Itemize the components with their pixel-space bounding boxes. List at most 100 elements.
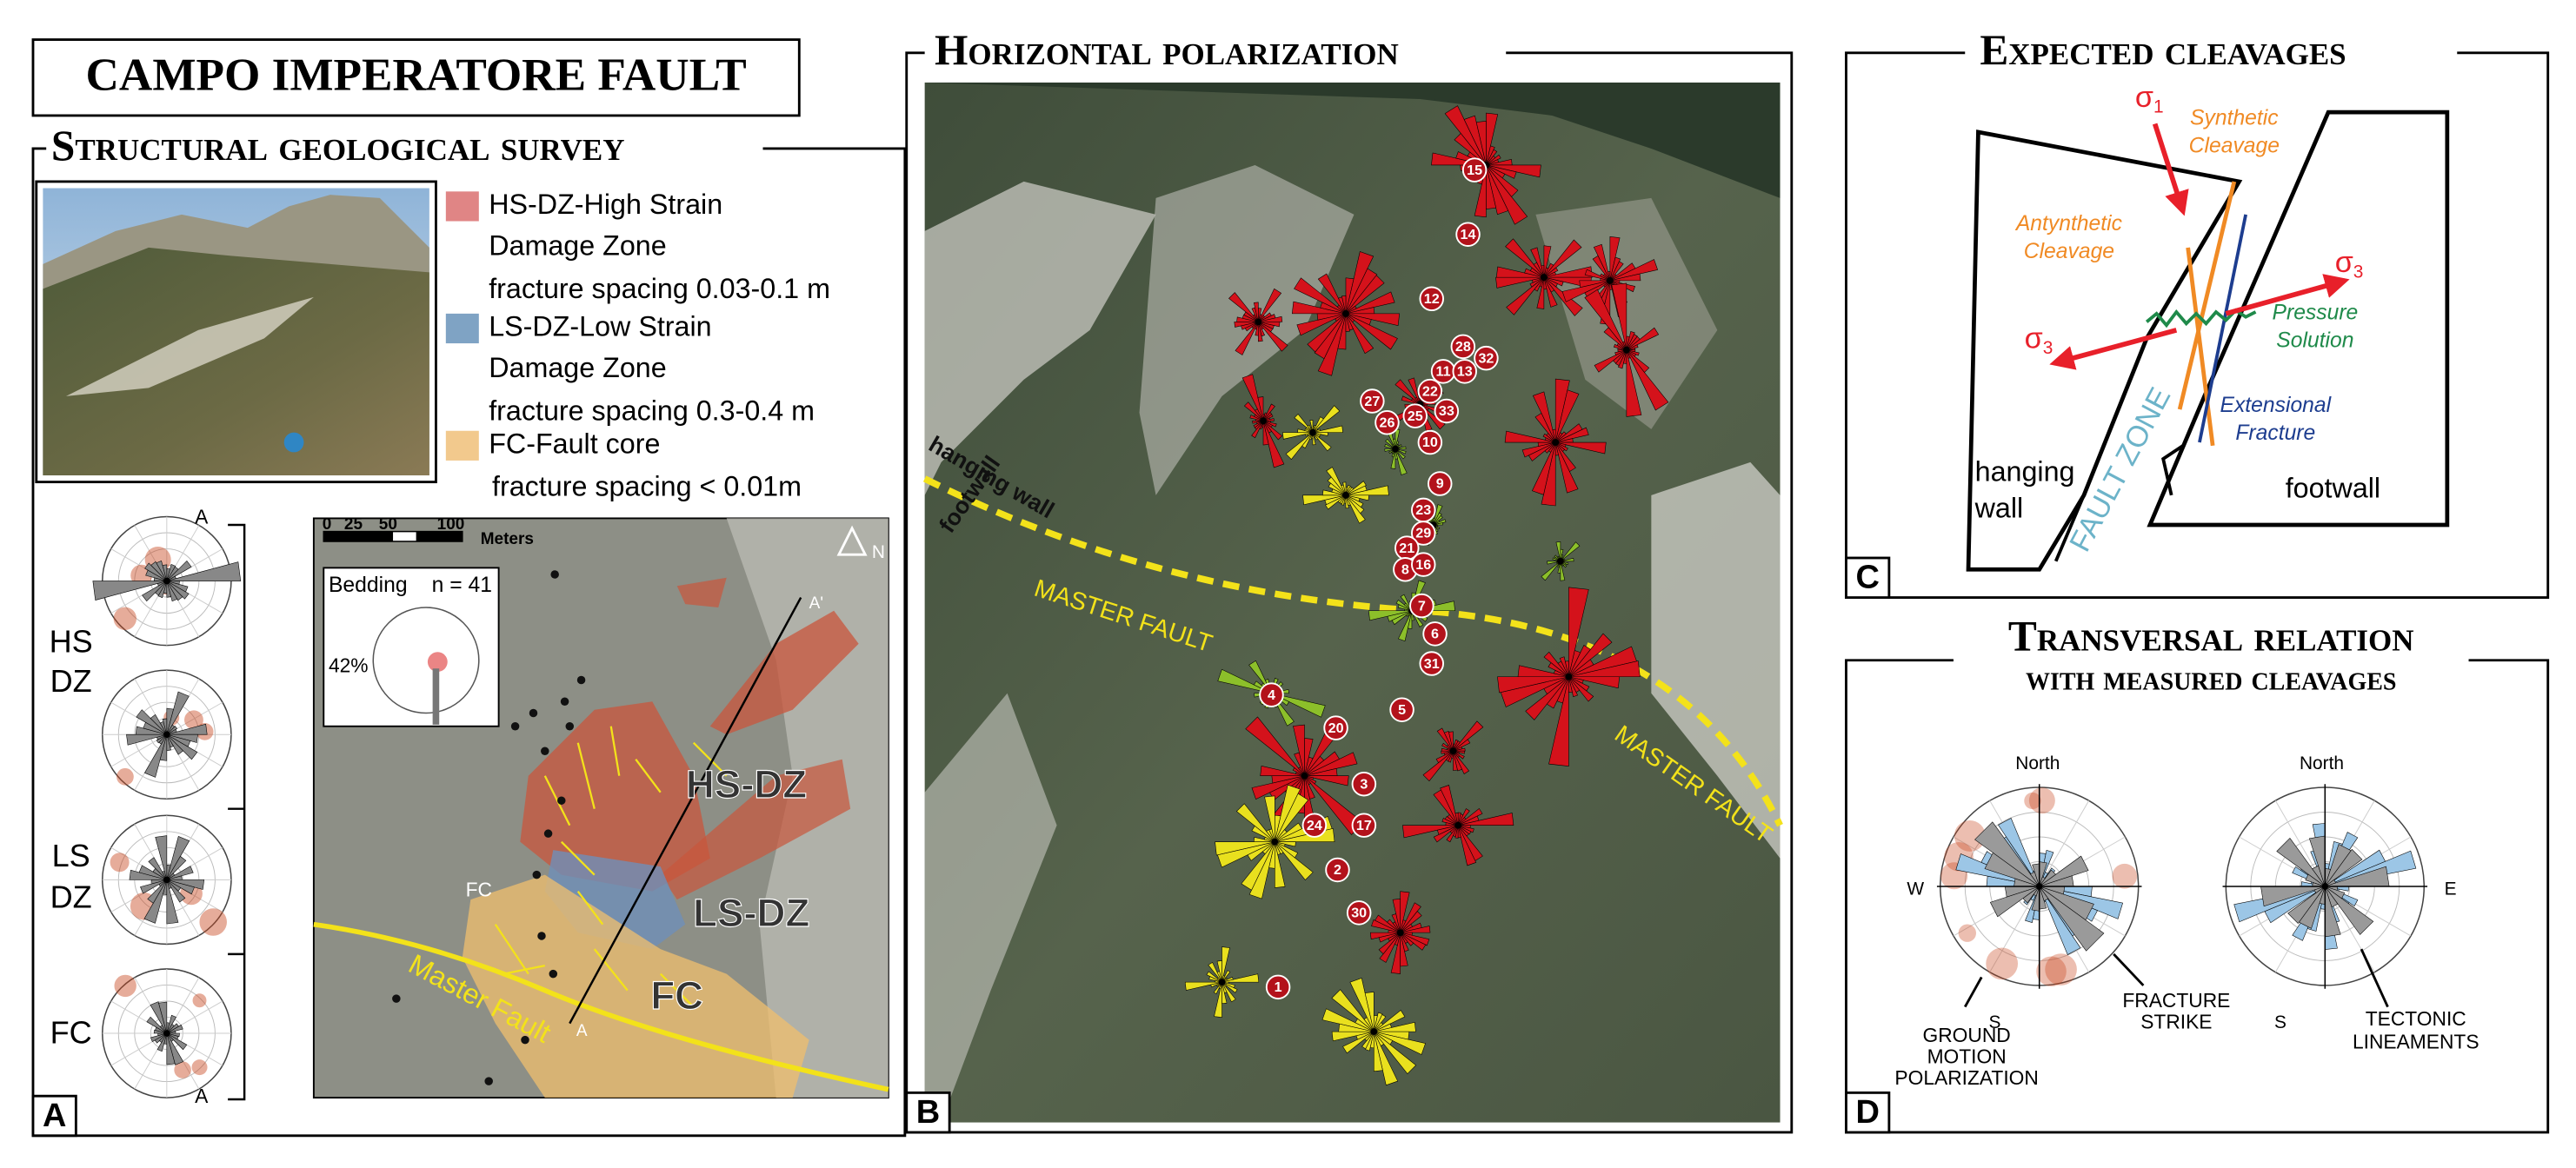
site-label: 32 <box>1478 350 1494 366</box>
tectonic: TECTONIC <box>2366 1007 2466 1030</box>
rose-center <box>1552 439 1559 446</box>
rose-petal <box>142 581 168 602</box>
rose-petal <box>1253 302 1259 322</box>
heading-d2: with measured cleavages <box>2026 659 2397 698</box>
zone-label: DZ <box>50 879 92 915</box>
rose-petal <box>1245 716 1305 776</box>
rose-center <box>163 731 170 739</box>
rose-petal <box>143 734 168 778</box>
rose-petal <box>1345 313 1375 355</box>
ground-motion: MOTION <box>1927 1045 2007 1068</box>
rose-petal <box>1453 720 1484 752</box>
site-marker <box>1301 813 1328 838</box>
rose-center <box>1449 747 1457 755</box>
rose-petal <box>92 581 167 601</box>
rose-petal <box>1532 391 1556 443</box>
rose-petal <box>1215 841 1275 856</box>
site-marker <box>1389 697 1414 722</box>
east: E <box>2445 879 2457 899</box>
sigma: σ3 <box>2335 246 2364 282</box>
legend-line: Damage Zone <box>489 352 666 383</box>
site-label: 22 <box>1422 383 1438 399</box>
map-hs3 <box>660 759 851 900</box>
density-blotch <box>2028 787 2055 814</box>
sigma1-arrow <box>2152 123 2189 216</box>
legend-swatch <box>445 313 479 344</box>
profile-end: A <box>195 1085 209 1107</box>
antithetic-label: Antynthetic <box>2014 212 2123 236</box>
rose-petal <box>1555 441 1607 455</box>
zone-label: HS <box>50 623 93 659</box>
site-label: 27 <box>1364 394 1380 409</box>
rose-center <box>163 876 170 884</box>
rose-center <box>1218 979 1226 986</box>
rose-petal <box>1506 276 1545 315</box>
density-blotch <box>114 974 136 998</box>
rose-petal <box>1326 467 1347 495</box>
rose-petal <box>1609 273 1641 282</box>
fracture-rose <box>1974 821 2105 952</box>
heading-d1: Transversal relation <box>2008 612 2414 660</box>
footwall-block <box>2147 110 2450 528</box>
polarization-rose <box>1504 378 1607 507</box>
rose-petal <box>1609 261 1624 282</box>
rose-center <box>163 577 170 585</box>
site-marker <box>1325 857 1350 883</box>
panel-letter-box <box>1845 1091 1891 1134</box>
stereonet-rose <box>129 835 205 925</box>
fracture-strike: STRIKE <box>2140 1011 2212 1033</box>
density-blotch <box>1954 820 1986 852</box>
rose-petal <box>1321 1008 1375 1032</box>
site-label: 10 <box>1422 435 1438 450</box>
polarization-rose <box>1184 946 1260 1018</box>
rose-petal <box>1594 349 1627 373</box>
frame-b <box>905 51 1794 1134</box>
footwall-label: footwall <box>2286 473 2380 504</box>
stereonet-rose <box>126 691 208 778</box>
sigma: σ3 <box>2025 322 2053 357</box>
extensional-fracture <box>2198 214 2247 443</box>
scale-tick: 0 <box>323 515 332 534</box>
rose-petal <box>1341 295 1347 314</box>
site-label: 13 <box>1457 364 1473 380</box>
rose-petal <box>1555 541 1561 561</box>
density-blotch <box>2024 792 2041 810</box>
legend-line: fracture spacing < 0.01m <box>492 471 802 502</box>
antithetic-label: Cleavage <box>2024 240 2114 263</box>
rose-petal <box>1345 494 1349 509</box>
site-label: 25 <box>1408 408 1423 424</box>
fracture-strike: FRACTURE <box>2122 989 2230 1012</box>
section-end: A' <box>809 594 823 613</box>
hanging-wall-label: wall <box>1974 492 2024 523</box>
map-hs4 <box>676 577 727 607</box>
polarization-rose <box>1302 467 1389 524</box>
rose-petal <box>2276 838 2326 887</box>
ground-motion: POLARIZATION <box>1894 1066 2038 1089</box>
rose-petal <box>166 879 186 903</box>
rose-petal <box>2287 886 2326 925</box>
legend-swatch <box>445 430 479 461</box>
site-label: 14 <box>1461 227 1476 242</box>
site-marker <box>1409 593 1434 619</box>
rose-petal <box>1312 405 1341 433</box>
density-blotch <box>2112 863 2138 889</box>
site-label: 12 <box>1424 291 1440 307</box>
density-blotch <box>184 710 203 730</box>
rose-petal <box>1458 813 1514 826</box>
site-label: 33 <box>1439 403 1454 419</box>
panel-letter-box <box>31 1094 77 1138</box>
heading-a: Structural geological survey <box>51 122 625 169</box>
legend-name: FC-Fault core <box>489 428 660 459</box>
site-marker <box>1474 345 1499 371</box>
site-marker <box>1452 359 1477 384</box>
sigma3-arrow-right <box>2225 274 2350 316</box>
bedding-net <box>372 607 480 714</box>
cleavage-marks <box>2049 123 2350 447</box>
rose-center <box>1557 557 1564 565</box>
panel-letter: D <box>1855 1094 1879 1131</box>
rose-petal <box>1228 292 1259 322</box>
fracture-rose <box>2260 835 2390 938</box>
rose-petal <box>1440 785 1459 826</box>
rose-petal <box>1307 313 1347 353</box>
rose-center <box>1309 428 1316 436</box>
